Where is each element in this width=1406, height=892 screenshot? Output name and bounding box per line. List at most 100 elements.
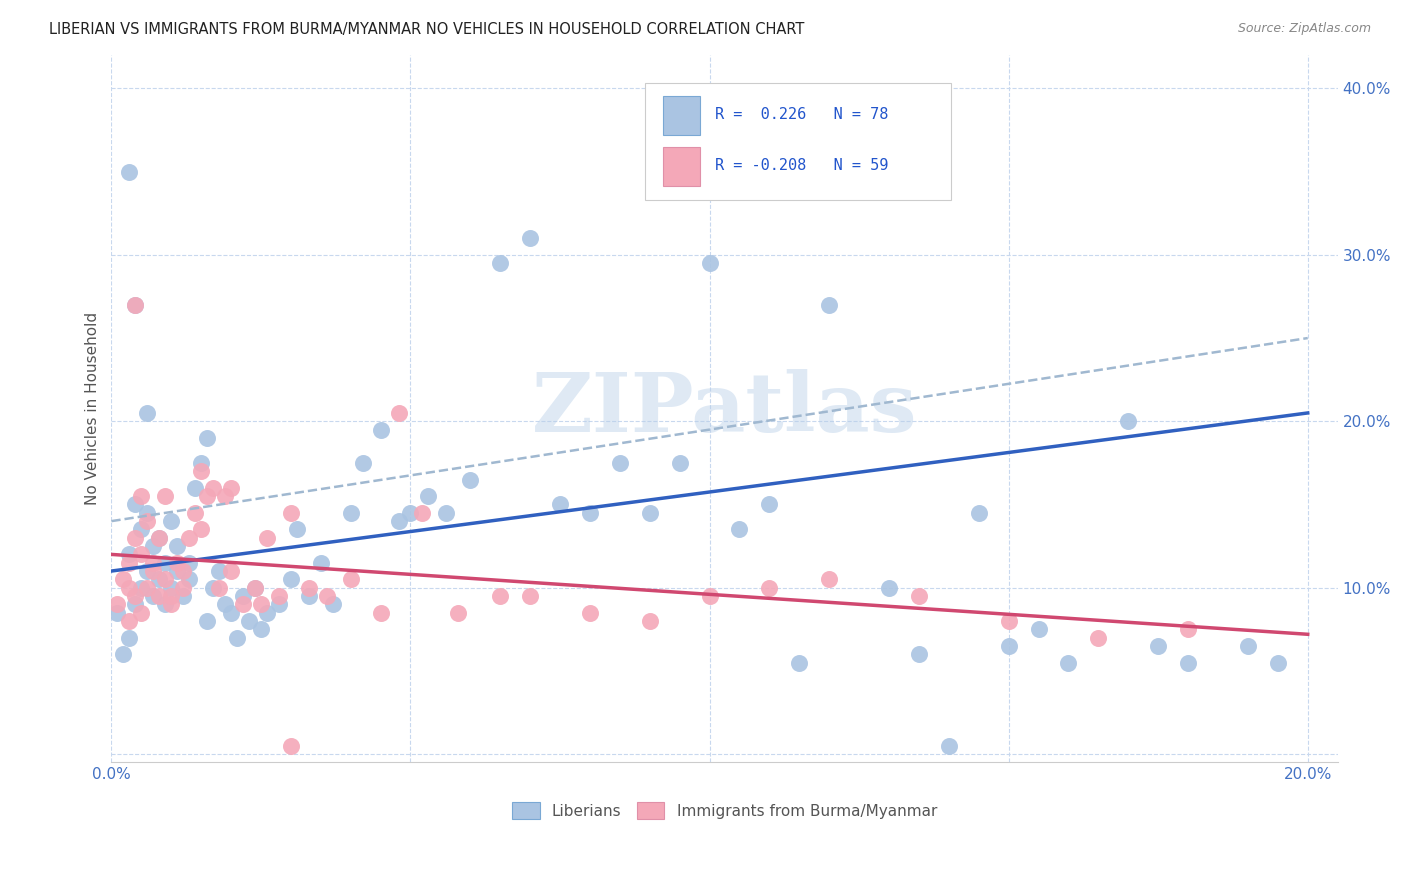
Point <box>148 589 170 603</box>
Point <box>166 539 188 553</box>
Point <box>250 622 273 636</box>
Point <box>668 456 690 470</box>
Point <box>208 564 231 578</box>
Point <box>387 514 409 528</box>
Point <box>638 506 661 520</box>
Point <box>298 589 321 603</box>
Point <box>136 506 159 520</box>
Point <box>195 431 218 445</box>
Point <box>124 589 146 603</box>
Point <box>1147 639 1170 653</box>
Point <box>179 573 201 587</box>
Point <box>136 514 159 528</box>
Text: R =  0.226   N = 78: R = 0.226 N = 78 <box>714 107 889 122</box>
Point <box>202 581 225 595</box>
Point <box>118 614 141 628</box>
Legend: Liberians, Immigrants from Burma/Myanmar: Liberians, Immigrants from Burma/Myanmar <box>506 796 943 825</box>
Point <box>418 489 440 503</box>
Point <box>908 589 931 603</box>
Point <box>938 739 960 753</box>
Point <box>1116 414 1139 428</box>
Point <box>967 506 990 520</box>
Point <box>214 489 236 503</box>
Point <box>195 489 218 503</box>
Point <box>195 614 218 628</box>
Point <box>352 456 374 470</box>
Point <box>238 614 260 628</box>
Point <box>1087 631 1109 645</box>
Point <box>519 231 541 245</box>
Point <box>190 456 212 470</box>
Point <box>226 631 249 645</box>
Point <box>131 489 153 503</box>
Text: Source: ZipAtlas.com: Source: ZipAtlas.com <box>1237 22 1371 36</box>
Point <box>118 556 141 570</box>
Point <box>758 581 780 595</box>
Point <box>166 556 188 570</box>
Point <box>179 531 201 545</box>
Point <box>118 581 141 595</box>
Point <box>460 473 482 487</box>
Bar <box>664 147 700 186</box>
Point <box>758 498 780 512</box>
Point <box>118 548 141 562</box>
Point <box>267 598 290 612</box>
Point <box>280 739 302 753</box>
Point <box>489 256 512 270</box>
Point <box>160 598 183 612</box>
Point <box>267 589 290 603</box>
Point <box>256 531 278 545</box>
Point <box>1057 656 1080 670</box>
Point <box>124 598 146 612</box>
Point <box>609 456 631 470</box>
Point <box>118 164 141 178</box>
Point <box>579 506 602 520</box>
Point <box>148 531 170 545</box>
Point <box>136 406 159 420</box>
Point <box>124 498 146 512</box>
Y-axis label: No Vehicles in Household: No Vehicles in Household <box>86 312 100 506</box>
Point <box>219 606 242 620</box>
Point <box>370 423 392 437</box>
Point <box>172 564 194 578</box>
Point <box>877 581 900 595</box>
Point <box>142 589 165 603</box>
Point <box>489 589 512 603</box>
Point <box>1267 656 1289 670</box>
Point <box>548 498 571 512</box>
Point <box>818 573 841 587</box>
Point <box>105 598 128 612</box>
Point <box>124 531 146 545</box>
Point <box>519 589 541 603</box>
Point <box>219 481 242 495</box>
Point <box>728 523 751 537</box>
Point <box>112 573 135 587</box>
Point <box>124 298 146 312</box>
Point <box>322 598 344 612</box>
Point <box>112 647 135 661</box>
Point <box>160 589 183 603</box>
Point <box>232 589 254 603</box>
Point <box>243 581 266 595</box>
Point <box>148 573 170 587</box>
Point <box>131 523 153 537</box>
Point <box>1177 622 1199 636</box>
Point <box>447 606 470 620</box>
Point <box>136 581 159 595</box>
Point <box>202 481 225 495</box>
Point <box>256 606 278 620</box>
Bar <box>664 96 700 136</box>
Point <box>184 481 207 495</box>
Point <box>142 556 165 570</box>
Point <box>155 598 177 612</box>
Point <box>232 598 254 612</box>
Point <box>280 506 302 520</box>
Point <box>243 581 266 595</box>
Point <box>131 606 153 620</box>
Point <box>179 556 201 570</box>
Point <box>339 506 361 520</box>
Point <box>285 523 308 537</box>
Point <box>787 656 810 670</box>
Point <box>142 564 165 578</box>
Point <box>309 556 332 570</box>
